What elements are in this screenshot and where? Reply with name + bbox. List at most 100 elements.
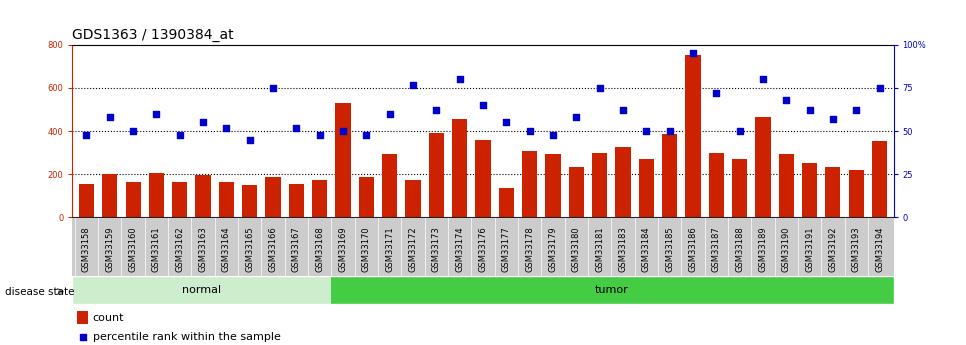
Point: [312, 132, 327, 137]
Bar: [732, 159, 747, 217]
Bar: [849, 170, 864, 217]
Point: [429, 108, 444, 113]
Point: [755, 77, 771, 82]
Point: [569, 115, 584, 120]
Bar: [639, 159, 654, 217]
Bar: [126, 182, 141, 217]
Bar: [266, 177, 281, 217]
Bar: [72, 276, 330, 304]
Text: GSM33192: GSM33192: [829, 226, 838, 272]
Point: [825, 116, 840, 122]
Bar: [475, 140, 491, 217]
Bar: [358, 177, 374, 217]
Bar: [195, 175, 211, 217]
Point: [102, 115, 118, 120]
Text: GSM33159: GSM33159: [105, 226, 114, 272]
Bar: [77, 311, 88, 324]
Text: tumor: tumor: [595, 285, 629, 295]
Bar: [498, 188, 514, 217]
Bar: [172, 182, 187, 217]
Point: [848, 108, 864, 113]
Point: [289, 125, 304, 130]
Bar: [406, 180, 420, 217]
Point: [662, 128, 677, 134]
Text: GSM33188: GSM33188: [735, 226, 744, 272]
Bar: [592, 152, 608, 217]
Text: GSM33174: GSM33174: [455, 226, 465, 272]
Point: [382, 111, 397, 117]
Text: GSM33186: GSM33186: [689, 226, 697, 272]
Bar: [522, 150, 537, 217]
Text: count: count: [93, 313, 125, 323]
Text: GSM33190: GSM33190: [781, 226, 791, 272]
Text: GSM33181: GSM33181: [595, 226, 604, 272]
Point: [498, 120, 514, 125]
Point: [615, 108, 631, 113]
Text: GSM33180: GSM33180: [572, 226, 581, 272]
Text: GSM33178: GSM33178: [526, 226, 534, 272]
Text: GSM33179: GSM33179: [549, 226, 557, 272]
Point: [475, 102, 491, 108]
Text: normal: normal: [182, 285, 221, 295]
Text: GSM33166: GSM33166: [269, 226, 277, 272]
Point: [685, 51, 700, 56]
Point: [592, 85, 608, 91]
Point: [708, 90, 724, 96]
Point: [779, 97, 794, 103]
Text: GSM33184: GSM33184: [641, 226, 651, 272]
Text: GSM33193: GSM33193: [852, 226, 861, 272]
Bar: [149, 173, 164, 217]
Bar: [802, 164, 817, 217]
Point: [266, 85, 281, 91]
Point: [802, 108, 817, 113]
Bar: [383, 154, 397, 217]
Text: GSM33158: GSM33158: [82, 226, 91, 272]
Text: GSM33194: GSM33194: [875, 226, 884, 272]
Text: GSM33165: GSM33165: [245, 226, 254, 272]
Point: [149, 111, 164, 117]
Text: GSM33187: GSM33187: [712, 226, 721, 272]
Text: GSM33164: GSM33164: [222, 226, 231, 272]
Bar: [825, 167, 840, 217]
Point: [78, 132, 94, 137]
Text: GSM33189: GSM33189: [758, 226, 767, 272]
Point: [639, 128, 654, 134]
Point: [406, 82, 421, 87]
Bar: [662, 134, 677, 217]
Bar: [312, 180, 327, 217]
Point: [358, 132, 374, 137]
Text: disease state: disease state: [5, 287, 74, 296]
Bar: [79, 184, 94, 217]
Bar: [335, 103, 351, 217]
Bar: [219, 182, 234, 217]
Bar: [242, 186, 257, 217]
Bar: [102, 174, 117, 217]
Text: GSM33169: GSM33169: [338, 226, 348, 272]
Text: GSM33183: GSM33183: [618, 226, 628, 272]
Bar: [872, 141, 887, 217]
Point: [195, 120, 211, 125]
Bar: [569, 167, 583, 217]
Point: [335, 128, 351, 134]
Text: GSM33172: GSM33172: [409, 226, 417, 272]
Point: [398, 247, 413, 253]
Text: GSM33171: GSM33171: [385, 226, 394, 272]
Point: [545, 132, 560, 137]
Point: [732, 128, 748, 134]
Bar: [615, 147, 631, 217]
Text: GSM33160: GSM33160: [128, 226, 137, 272]
Text: GDS1363 / 1390384_at: GDS1363 / 1390384_at: [72, 28, 234, 42]
Text: GSM33168: GSM33168: [315, 226, 325, 272]
Point: [126, 128, 141, 134]
Bar: [330, 276, 894, 304]
Bar: [289, 184, 304, 217]
Point: [452, 77, 468, 82]
Point: [872, 85, 888, 91]
Bar: [779, 154, 794, 217]
Text: GSM33177: GSM33177: [501, 226, 511, 272]
Text: GSM33167: GSM33167: [292, 226, 300, 272]
Text: percentile rank within the sample: percentile rank within the sample: [93, 332, 280, 342]
Text: GSM33191: GSM33191: [805, 226, 814, 272]
Text: GSM33162: GSM33162: [175, 226, 185, 272]
Text: GSM33161: GSM33161: [152, 226, 161, 272]
